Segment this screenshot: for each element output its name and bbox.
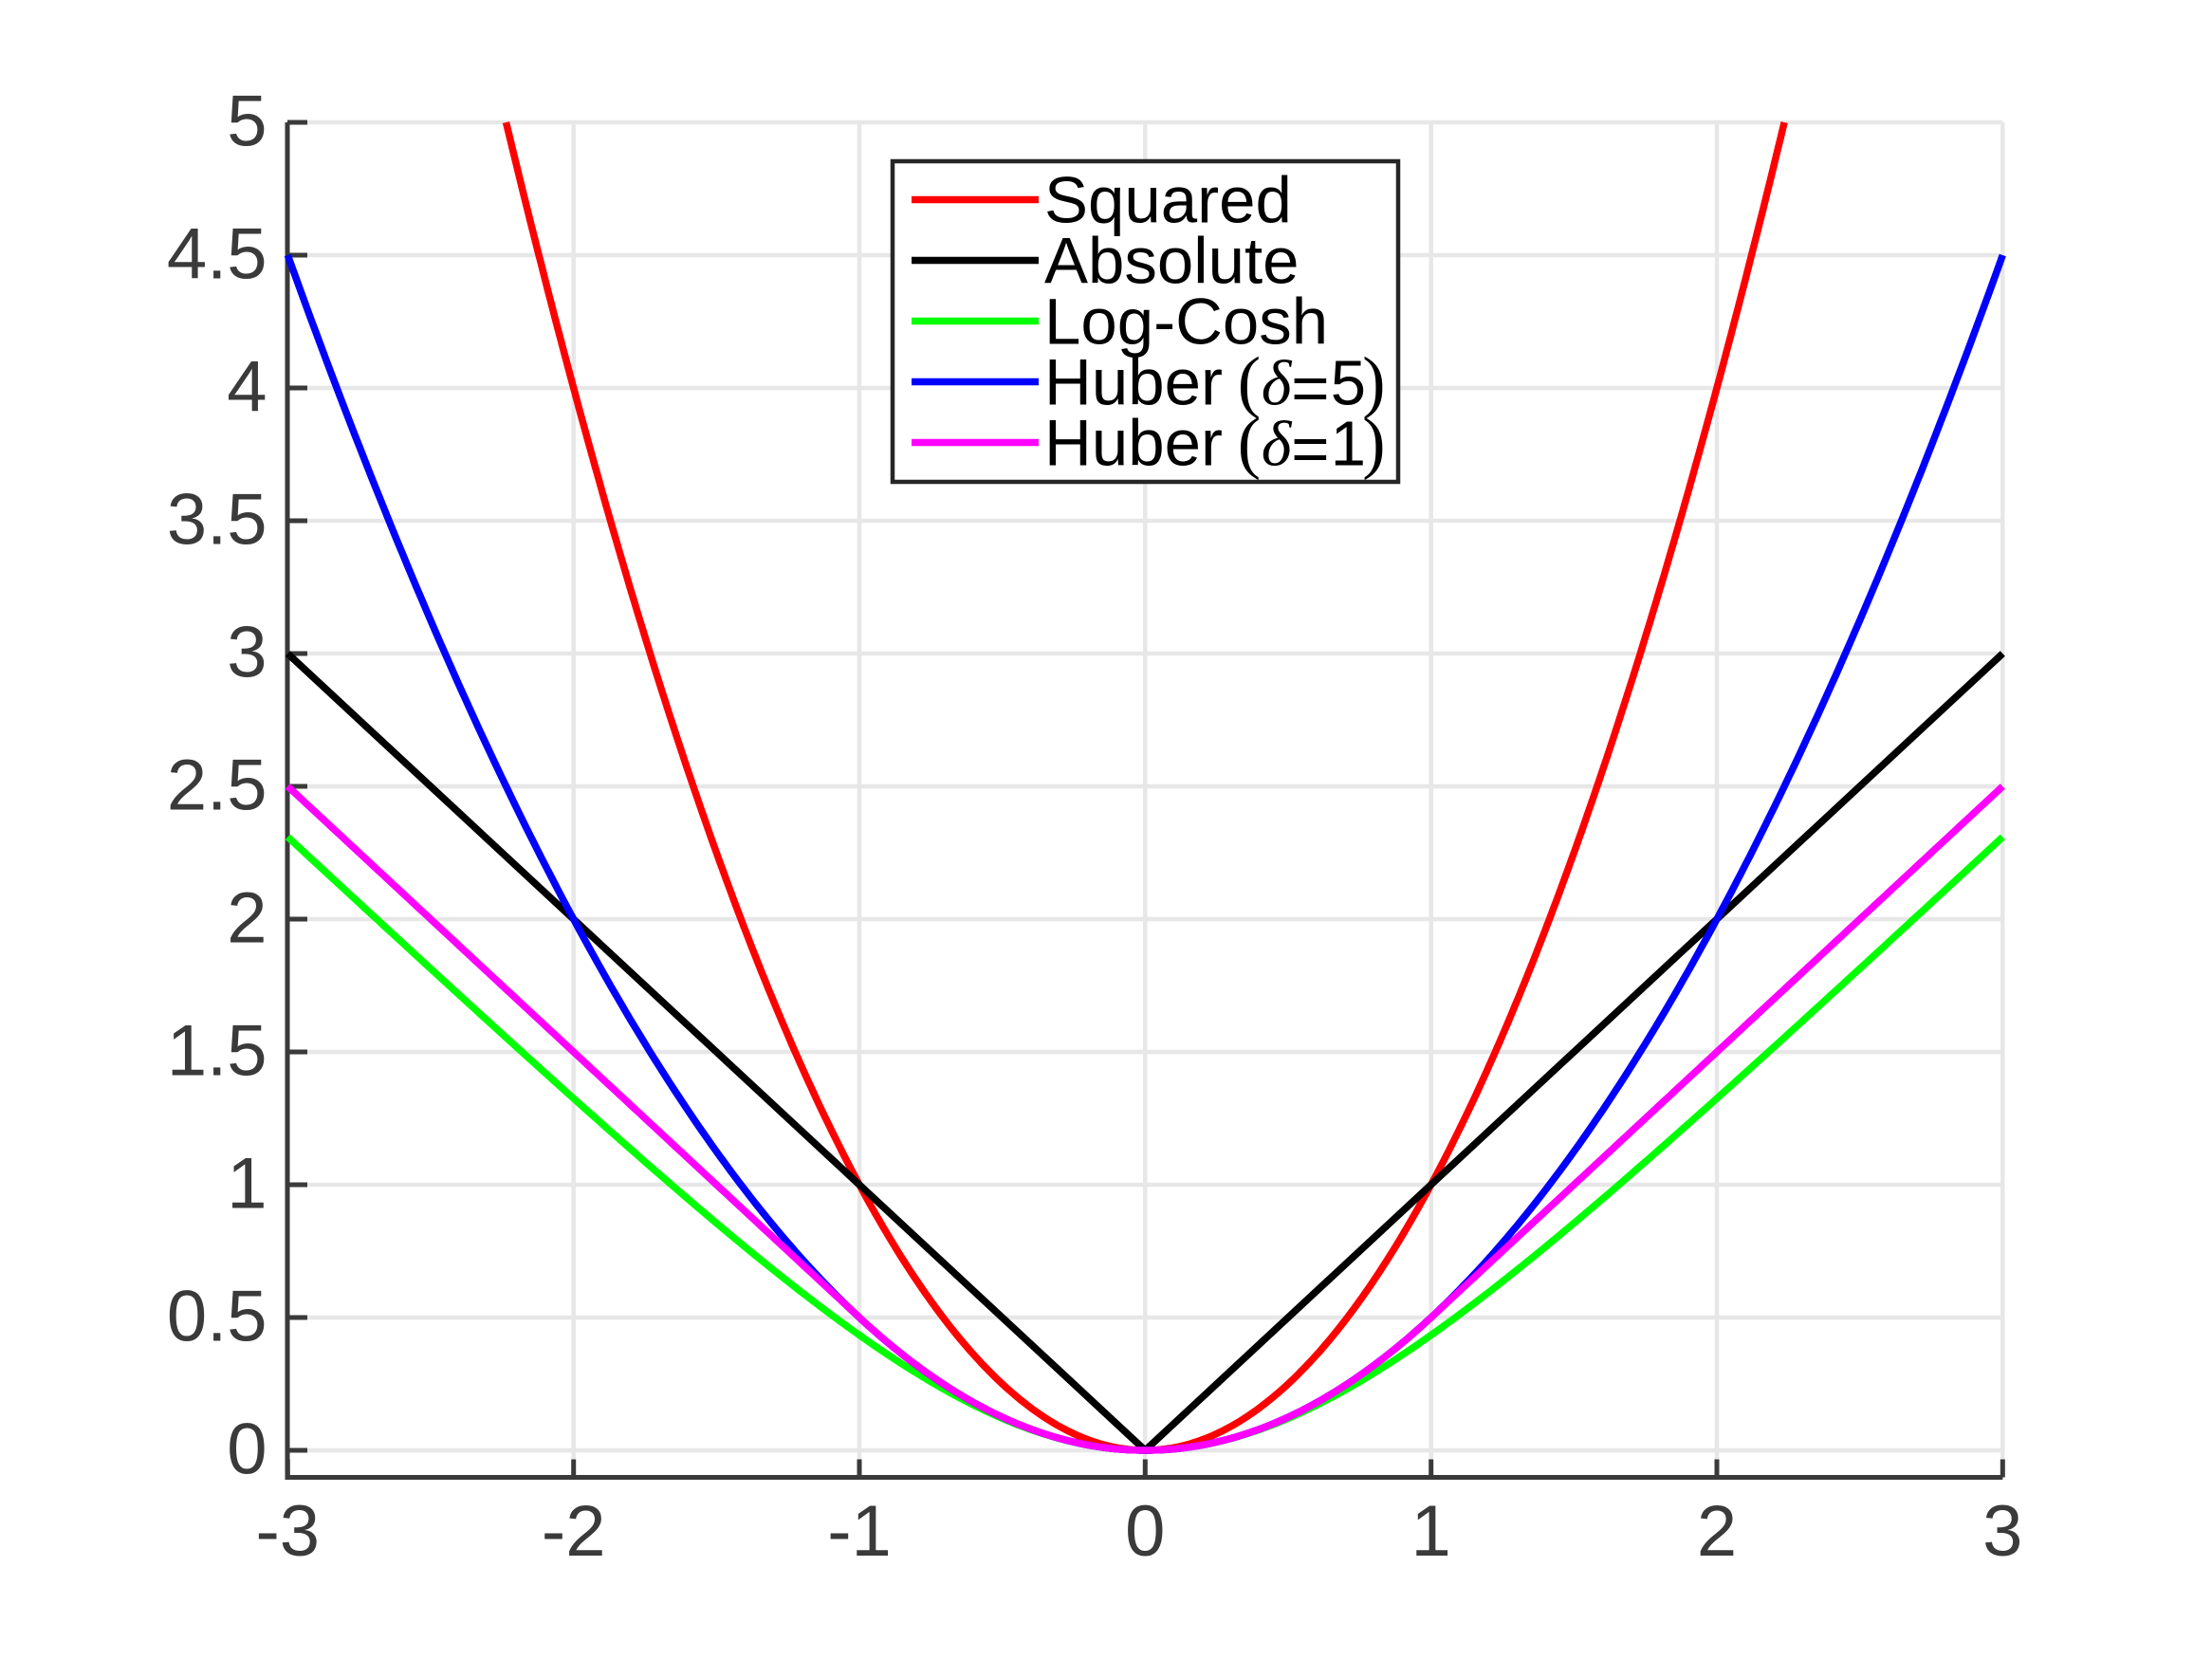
svg-text:Absolute: Absolute bbox=[1044, 225, 1300, 298]
svg-text:Squared: Squared bbox=[1044, 164, 1292, 237]
svg-text:0: 0 bbox=[227, 1410, 267, 1490]
svg-text:1.5: 1.5 bbox=[167, 1011, 267, 1092]
svg-text:Log-Cosh: Log-Cosh bbox=[1044, 286, 1328, 359]
svg-text:-2: -2 bbox=[542, 1491, 606, 1572]
svg-text:1: 1 bbox=[227, 1144, 267, 1225]
svg-text:-3: -3 bbox=[256, 1491, 321, 1572]
svg-text:4.5: 4.5 bbox=[167, 214, 267, 295]
svg-text:2: 2 bbox=[1697, 1491, 1737, 1572]
svg-text:0.5: 0.5 bbox=[167, 1277, 267, 1357]
svg-text:3: 3 bbox=[227, 613, 267, 693]
svg-text:Huber(δ=5): Huber (δ=5) bbox=[1044, 343, 1386, 425]
svg-text:1: 1 bbox=[1411, 1491, 1451, 1572]
svg-text:-1: -1 bbox=[827, 1491, 892, 1572]
svg-text:0: 0 bbox=[1125, 1491, 1165, 1572]
svg-text:5: 5 bbox=[227, 82, 267, 162]
svg-text:2: 2 bbox=[227, 878, 267, 959]
svg-text:Huber(δ=1): Huber (δ=1) bbox=[1044, 404, 1386, 486]
svg-text:3: 3 bbox=[1982, 1491, 2022, 1572]
svg-text:4: 4 bbox=[227, 347, 267, 428]
svg-text:3.5: 3.5 bbox=[167, 480, 267, 561]
svg-text:2.5: 2.5 bbox=[167, 746, 267, 826]
